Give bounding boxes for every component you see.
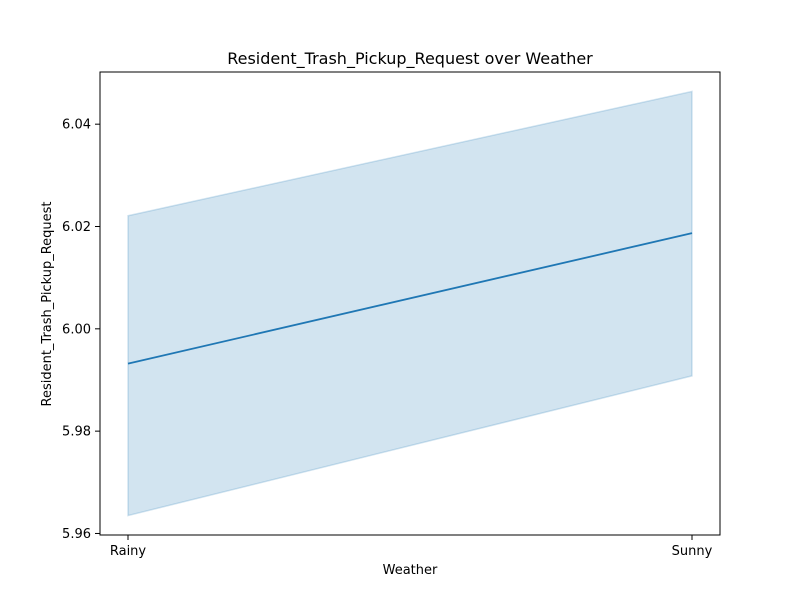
y-tick-label: 6.02 <box>62 220 91 235</box>
confidence-band <box>127 90 693 517</box>
x-tick-label: Rainy <box>110 544 147 559</box>
y-tick-label: 5.96 <box>62 527 91 542</box>
x-axis-label: Weather <box>383 563 438 578</box>
plot-frame <box>99 71 721 536</box>
plot-area <box>127 90 693 517</box>
y-tick-label: 6.04 <box>62 118 91 133</box>
chart-title: Resident_Trash_Pickup_Request over Weath… <box>227 49 593 69</box>
y-tick-label: 5.98 <box>62 425 91 440</box>
y-axis-label: Resident_Trash_Pickup_Request <box>40 201 55 406</box>
y-axis: 5.96 5.98 6.00 6.02 6.04 <box>62 118 100 542</box>
y-tick-label: 6.00 <box>62 322 91 337</box>
series-line <box>127 232 693 365</box>
x-axis: Rainy Sunny <box>110 535 713 559</box>
x-tick-label: Sunny <box>672 544 713 559</box>
